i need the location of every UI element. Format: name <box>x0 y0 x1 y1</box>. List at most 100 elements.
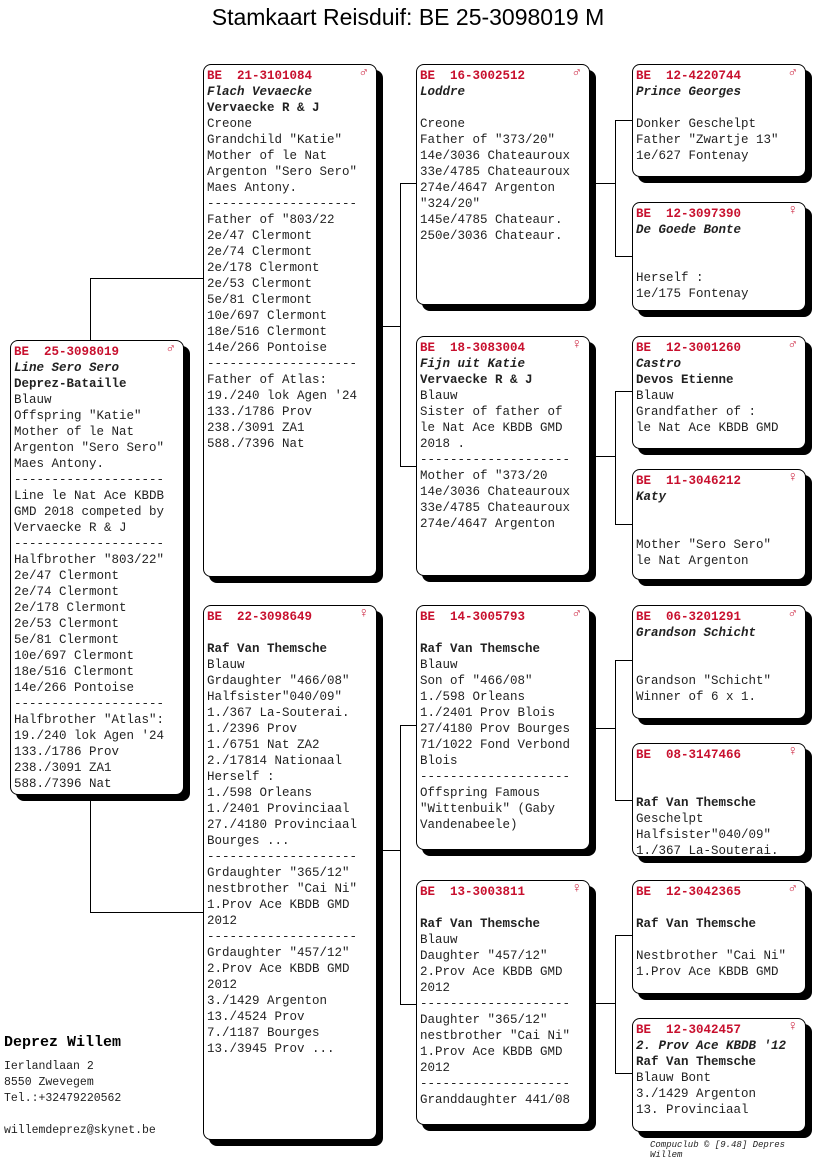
info-line: le Nat Argenton <box>636 554 749 568</box>
info-line: 5e/81 Clermont <box>207 293 313 307</box>
info-line: Father "Zwartje 13" <box>636 133 779 147</box>
info-line: 2012 <box>420 1061 451 1075</box>
info-line: 2e/53 Clermont <box>207 277 313 291</box>
info-line: Maes Antony. <box>207 181 298 195</box>
ring-number: BE 16-3002512 <box>420 69 526 83</box>
info-line: Blois <box>420 754 458 768</box>
connector-line <box>90 278 91 340</box>
info-line: 2e/53 Clermont <box>14 617 120 631</box>
connector-line <box>615 391 616 524</box>
ring-number: BE 18-3083004 <box>420 341 526 355</box>
info-line: Mother of "373/20 <box>420 469 548 483</box>
info-line <box>636 932 805 948</box>
info-line: 10e/697 Clermont <box>14 649 135 663</box>
info-line: Grdaughter "466/08" <box>207 674 350 688</box>
info-line: Blauw <box>420 389 458 403</box>
info-line: Argenton "Sero Sero" <box>14 441 165 455</box>
info-line: le Nat Ace KBDB GMD <box>636 421 779 435</box>
breeder-name: Raf Van Themsche <box>207 642 328 656</box>
connector-line <box>615 256 632 257</box>
info-line: Blauw <box>636 389 674 403</box>
info-line: 2e/74 Clermont <box>207 245 313 259</box>
info-line: 18e/516 Clermont <box>14 665 135 679</box>
info-line: Donker Geschelpt <box>636 117 757 131</box>
info-line: 10e/697 Clermont <box>207 309 328 323</box>
info-line: 588./7396 Nat <box>14 777 112 791</box>
info-line <box>636 641 805 657</box>
male-icon: ♂ <box>166 341 175 357</box>
pigeon-card-main: BE 25-3098019 ♂ Line Sero Sero Deprez-Batai… <box>10 340 184 795</box>
pigeon-name: Prince Georges <box>636 85 742 99</box>
info-line: Grandfather of : <box>636 405 757 419</box>
pigeon-card-fff: BE 12-4220744 ♂ Prince Georges Donker Gesch… <box>632 64 806 177</box>
connector-line <box>400 1004 416 1005</box>
info-line: Creone <box>207 117 253 131</box>
pigeon-name <box>207 625 376 641</box>
info-line: Halfsister"040/09" <box>207 690 343 704</box>
female-icon: ♀ <box>788 470 797 486</box>
connector-line <box>615 660 616 800</box>
info-line: 5e/81 Clermont <box>14 633 120 647</box>
connector-line <box>615 800 632 801</box>
info-line <box>636 100 805 116</box>
info-line: 33e/4785 Chateauroux <box>420 501 571 515</box>
info-line: Granddaughter 441/08 <box>420 1093 571 1107</box>
breeder-name: Vervaecke R & J <box>207 101 320 115</box>
info-line: 1e/175 Fontenay <box>636 287 749 301</box>
connector-line <box>596 1003 615 1004</box>
info-line: 1./367 La-Souterai. <box>207 706 350 720</box>
connector-line <box>90 278 203 279</box>
ring-number: BE 12-3001260 <box>636 341 742 355</box>
female-icon: ♀ <box>359 606 368 622</box>
pigeon-card-fmm: BE 11-3046212 ♀ Katy Mother "Sero Sero" le N… <box>632 469 806 580</box>
info-line: 1e/627 Fontenay <box>636 149 749 163</box>
pigeon-card-mm: BE 13-3003811 ♀ Raf Van Themsche Blauw Daugh… <box>416 880 590 1125</box>
ring-number: BE 12-3042365 <box>636 885 742 899</box>
female-icon: ♀ <box>788 744 797 760</box>
info-line: GMD 2018 competed by <box>14 505 165 519</box>
info-line: 18e/516 Clermont <box>207 325 328 339</box>
pigeon-card-mmf: BE 12-3042365 ♂ Raf Van Themsche Nestbrothe… <box>632 880 806 994</box>
breeder-name: Raf Van Themsche <box>636 917 757 931</box>
info-line: Mother of le Nat <box>207 149 328 163</box>
info-line: 2012 <box>207 978 238 992</box>
info-line: 145e/4785 Chateaur. <box>420 213 563 227</box>
breeder-name: Vervaecke R & J <box>420 373 533 387</box>
info-line: nestbrother "Cai Ni" <box>420 1029 571 1043</box>
info-line: -------------------- <box>420 1077 571 1091</box>
info-line: 3./1429 Argenton <box>207 994 328 1008</box>
info-line: Sister of father of <box>420 405 563 419</box>
male-icon: ♂ <box>788 65 797 81</box>
connector-line <box>615 524 632 525</box>
info-line: Blauw Bont <box>636 1071 712 1085</box>
info-line: Herself : <box>207 770 275 784</box>
info-line: Father of "803/22 <box>207 213 335 227</box>
male-icon: ♂ <box>572 65 581 81</box>
connector-line <box>596 728 615 729</box>
pigeon-card-fmf: BE 12-3001260 ♂ Castro Devos Etienne Blauw Gr… <box>632 336 806 449</box>
info-line: 2.Prov Ace KBDB GMD <box>420 965 563 979</box>
info-line: Offspring Famous <box>420 786 541 800</box>
info-line: Blauw <box>420 658 458 672</box>
info-line <box>636 254 805 270</box>
info-line: 238./3091 ZA1 <box>14 761 112 775</box>
pigeon-name: Flach Vevaecke <box>207 85 313 99</box>
info-line: 14e/266 Pontoise <box>14 681 135 695</box>
owner-phone: Tel.:+32479220562 <box>4 1092 122 1105</box>
info-line: 2012 <box>420 981 451 995</box>
info-line: -------------------- <box>207 930 358 944</box>
connector-line <box>383 326 400 327</box>
info-line: Herself : <box>636 271 704 285</box>
info-line <box>636 521 805 537</box>
info-line: 2e/47 Clermont <box>14 569 120 583</box>
info-line: 2012 <box>207 914 238 928</box>
ring-number: BE 22-3098649 <box>207 610 313 624</box>
info-line: Grdaughter "457/12" <box>207 946 350 960</box>
info-line: Bourges ... <box>207 834 290 848</box>
info-line: 588./7396 Nat <box>207 437 305 451</box>
info-line: 19./240 lok Agen '24 <box>14 729 165 743</box>
info-line: 2e/47 Clermont <box>207 229 313 243</box>
connector-line <box>615 1073 632 1074</box>
pigeon-name: 2. Prov Ace KBDB '12 <box>636 1039 787 1053</box>
